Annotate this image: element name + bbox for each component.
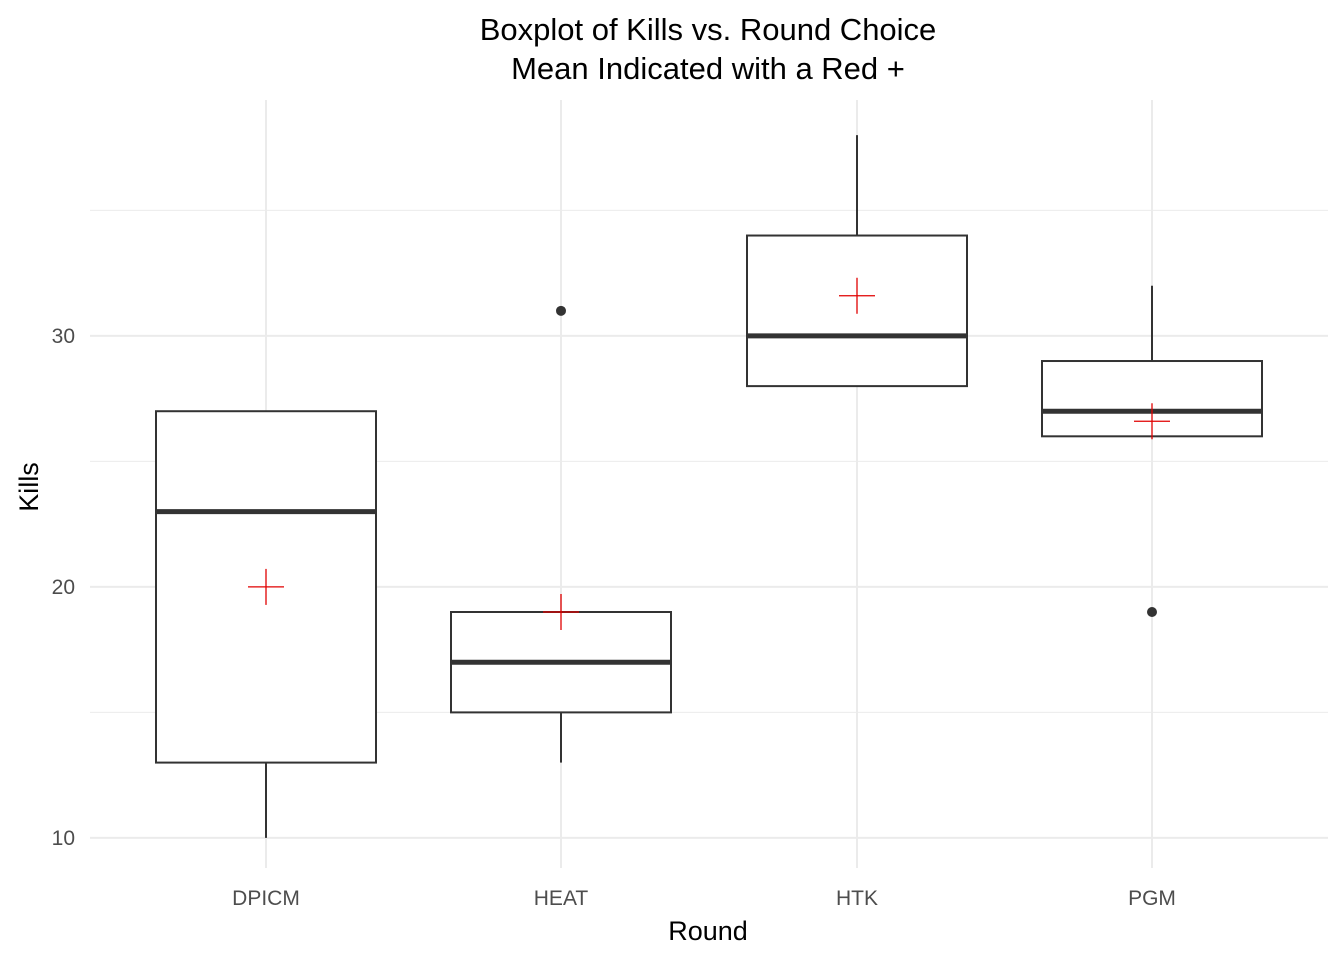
box-series xyxy=(155,135,1263,838)
y-tick-label-20: 20 xyxy=(52,576,75,599)
y-tick-label-10: 10 xyxy=(52,827,75,850)
axis-labels: 10 20 30 DPICM HEAT HTK PGM xyxy=(52,325,1176,910)
mean-marker-dpicm xyxy=(248,568,284,605)
chart-title: Boxplot of Kills vs. Round Choice xyxy=(480,12,937,47)
y-axis-title: Kills xyxy=(14,462,44,512)
chart-subtitle: Mean Indicated with a Red + xyxy=(511,51,905,86)
box-pgm xyxy=(1041,285,1263,617)
box-htk xyxy=(746,135,968,388)
outlier-point-pgm-0 xyxy=(1147,607,1157,617)
y-tick-label-30: 30 xyxy=(52,325,75,348)
x-tick-label-htk: HTK xyxy=(836,887,878,910)
mean-marker-heat xyxy=(543,594,579,630)
x-tick-label-pgm: PGM xyxy=(1128,887,1176,910)
x-tick-label-dpicm: DPICM xyxy=(232,887,300,910)
outlier-point-heat-0 xyxy=(556,305,566,316)
box-dpicm xyxy=(155,410,377,838)
box-heat xyxy=(450,305,672,763)
x-axis-title: Round xyxy=(668,916,748,946)
mean-marker-htk xyxy=(839,277,875,314)
x-tick-label-heat: HEAT xyxy=(534,887,589,910)
mean-marker-pgm xyxy=(1134,403,1170,440)
